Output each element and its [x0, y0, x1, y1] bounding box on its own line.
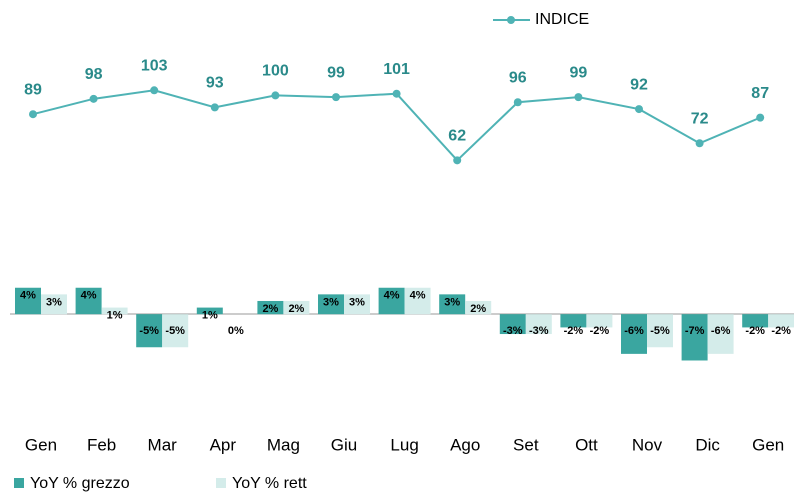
index-point — [392, 89, 401, 98]
index-line — [32, 89, 761, 162]
legend-label: INDICE — [535, 11, 589, 28]
index-label: 87 — [751, 85, 769, 102]
index-label: 99 — [327, 64, 345, 81]
index-label: 99 — [570, 64, 588, 81]
bar — [257, 300, 284, 315]
bar-label: -7% — [685, 325, 705, 337]
bar-label: 2% — [262, 303, 278, 315]
bar — [378, 287, 405, 315]
x-tick-label: Nov — [632, 435, 663, 454]
index-point — [635, 105, 643, 114]
legend-swatch — [14, 478, 24, 488]
bar-label: 0% — [228, 325, 244, 337]
bar-label: 3% — [323, 296, 339, 308]
bar — [525, 314, 552, 335]
bar — [439, 294, 466, 315]
bar-label: -6% — [624, 325, 644, 337]
index-label: 101 — [383, 61, 410, 78]
bar — [15, 287, 41, 315]
x-tick-label: Dic — [695, 435, 720, 454]
bar-label: -5% — [650, 325, 670, 337]
x-tick-label: Gen — [752, 435, 784, 454]
legend-point — [507, 16, 515, 24]
index-point — [453, 156, 462, 165]
bar — [499, 314, 526, 335]
index-point — [756, 113, 765, 122]
legend-label: YoY % rett — [232, 475, 307, 492]
bar-label: 2% — [288, 303, 304, 315]
index-label: 103 — [141, 58, 168, 75]
x-tick-label: Mar — [148, 435, 178, 454]
index-label: 93 — [206, 75, 224, 92]
x-tick-label: Gen — [25, 435, 57, 454]
bar — [404, 287, 431, 315]
bar-label: 4% — [20, 290, 36, 302]
bar — [742, 314, 769, 328]
index-label: 62 — [448, 128, 466, 145]
bar — [283, 300, 310, 315]
index-label: 96 — [509, 69, 527, 86]
x-tick-label: Lug — [390, 435, 418, 454]
bar-label: 4% — [410, 290, 426, 302]
bar — [75, 287, 102, 315]
bar — [344, 294, 370, 315]
bar — [162, 314, 189, 348]
bar-label: 4% — [81, 290, 97, 302]
x-tick-label: Mag — [267, 435, 300, 454]
bar — [318, 294, 344, 315]
bar — [621, 314, 647, 354]
bar-label: -2% — [771, 325, 791, 337]
index-label: 100 — [262, 63, 289, 80]
index-label: 98 — [85, 66, 103, 83]
bar-label: -2% — [745, 325, 765, 337]
x-tick-label: Set — [513, 435, 539, 454]
bar-label: -3% — [503, 325, 523, 337]
bar-label: -2% — [564, 325, 584, 337]
bar-label: -6% — [711, 325, 731, 337]
index-point — [332, 93, 340, 102]
bar — [681, 314, 708, 361]
bar-label: 1% — [202, 309, 218, 321]
bar — [465, 300, 492, 315]
bar — [101, 307, 128, 315]
index-point — [210, 103, 219, 112]
bar-label: 3% — [349, 296, 365, 308]
index-label: 92 — [630, 76, 648, 93]
index-point — [271, 91, 280, 100]
index-point — [513, 98, 522, 107]
index-point — [150, 86, 159, 95]
index-label: 72 — [691, 110, 709, 127]
bar — [586, 314, 613, 328]
bar-label: 3% — [46, 296, 62, 308]
bar-label: -5% — [139, 325, 159, 337]
bar-label: -5% — [165, 325, 185, 337]
x-tick-label: Ott — [575, 435, 598, 454]
legend-swatch — [216, 478, 226, 488]
index-point — [29, 110, 37, 119]
index-point — [89, 94, 98, 103]
bar-label: 2% — [470, 303, 486, 315]
index-point — [695, 139, 704, 148]
bar — [707, 314, 734, 354]
bar — [136, 314, 163, 348]
bar — [647, 314, 673, 348]
bar-label: -3% — [529, 325, 549, 337]
bar-label: 1% — [107, 309, 123, 321]
index-label: 89 — [24, 81, 42, 98]
x-tick-label: Apr — [210, 435, 237, 454]
bar — [560, 314, 587, 328]
bar-label: -2% — [590, 325, 610, 337]
bar — [768, 314, 794, 328]
bar-label: 3% — [444, 296, 460, 308]
index-point — [574, 93, 583, 102]
x-tick-label: Giu — [331, 435, 357, 454]
x-tick-label: Ago — [450, 435, 480, 454]
bar — [41, 294, 67, 315]
bar — [196, 307, 223, 315]
x-tick-label: Feb — [87, 435, 116, 454]
legend-label: YoY % grezzo — [30, 475, 130, 492]
bar-label: 4% — [384, 290, 400, 302]
